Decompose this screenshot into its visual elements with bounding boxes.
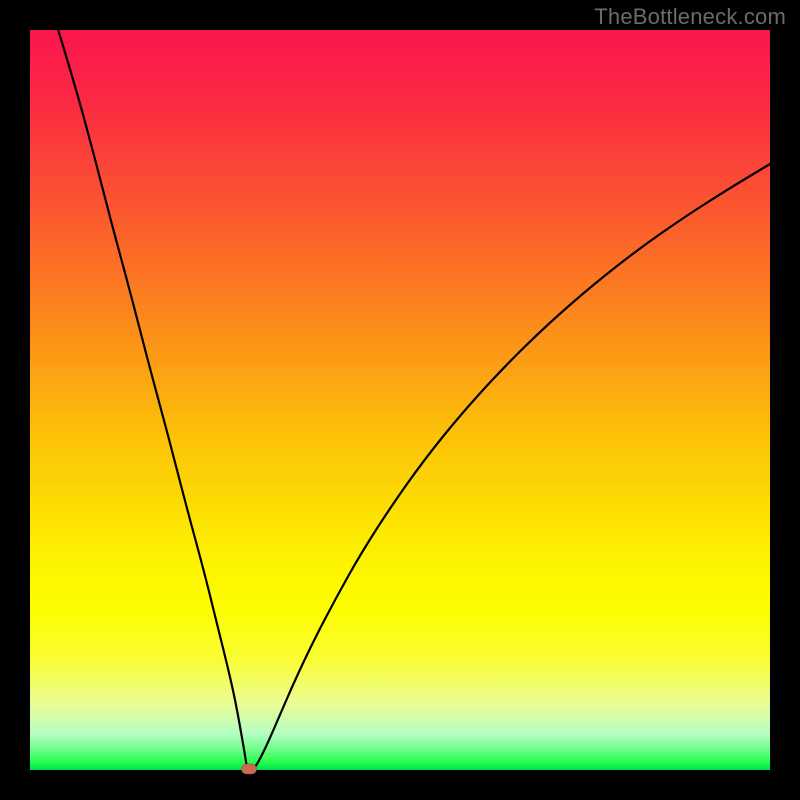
vertex-marker: [242, 764, 257, 774]
watermark-text: TheBottleneck.com: [594, 4, 786, 30]
bottleneck-chart: [0, 0, 800, 800]
plot-background: [30, 30, 770, 770]
